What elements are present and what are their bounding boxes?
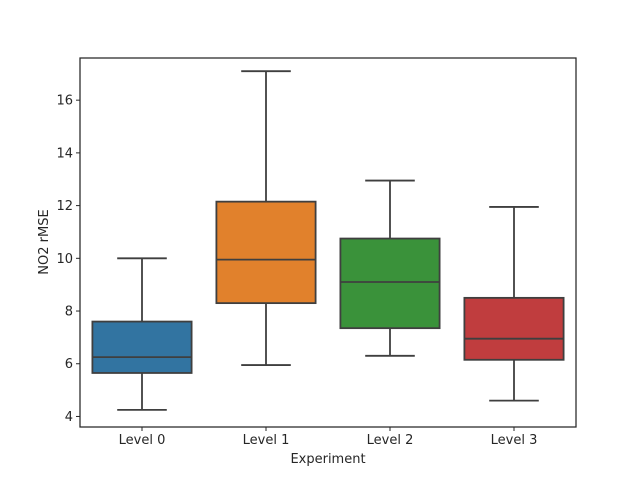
y-tick-label: 16 — [56, 94, 73, 109]
y-tick-label: 14 — [56, 146, 73, 161]
plot-frame — [79, 57, 577, 428]
box-level-2 — [339, 179, 441, 357]
box-level-1 — [215, 70, 317, 366]
y-tick-label: 10 — [56, 252, 73, 267]
x-axis-label: Experiment — [290, 452, 365, 467]
box-iqr — [463, 296, 565, 361]
y-tick-label: 6 — [65, 357, 73, 372]
box-iqr — [91, 320, 193, 374]
box-level-3 — [463, 206, 565, 402]
y-tick-label: 4 — [65, 410, 73, 425]
x-tick-label: Level 1 — [243, 433, 290, 448]
y-axis-ticks: 4 6 8 10 12 14 16 — [56, 94, 80, 425]
x-tick-label: Level 3 — [491, 433, 538, 448]
y-axis-label: NO2 rMSE — [37, 209, 52, 274]
box-series — [91, 70, 565, 411]
box-iqr — [339, 237, 441, 330]
y-tick-label: 8 — [65, 305, 73, 320]
box-level-0 — [91, 257, 193, 411]
box-iqr — [215, 200, 317, 305]
x-tick-label: Level 2 — [367, 433, 414, 448]
x-axis-ticks: Level 0 Level 1 Level 2 Level 3 — [119, 427, 538, 448]
y-tick-label: 12 — [56, 199, 73, 214]
x-tick-label: Level 0 — [119, 433, 166, 448]
